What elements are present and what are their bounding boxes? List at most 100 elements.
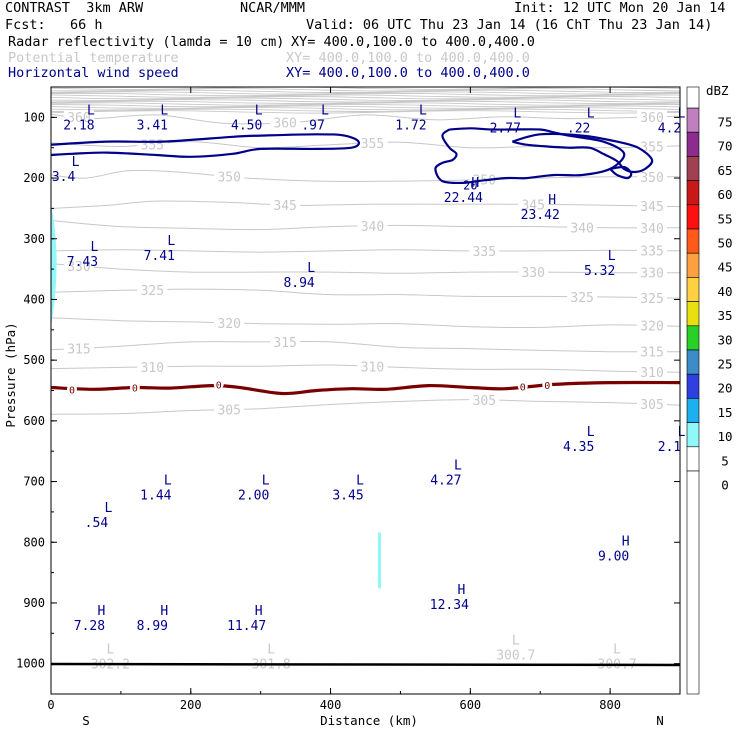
theta-label: 340 xyxy=(570,221,593,236)
colorbar-bottom-cap xyxy=(686,470,700,695)
wind-extremum-marker: L xyxy=(255,103,263,118)
theta-extremum-value: 300.7 xyxy=(496,649,535,664)
theta-contour-320 xyxy=(51,317,680,329)
wind-extremum-value: 23.42 xyxy=(521,208,560,223)
wind-extremum-value: .22 xyxy=(567,121,590,136)
theta-label-bg xyxy=(357,359,388,373)
wind-contour-label: 20 xyxy=(463,178,477,192)
field-wind-name: Horizontal wind speed xyxy=(8,65,179,81)
theta-contour-350 xyxy=(51,169,680,182)
wind-speed-contour xyxy=(434,127,626,185)
theta-label-bg xyxy=(637,199,668,213)
theta-label-bg xyxy=(63,258,94,272)
colorbar-label: 0 xyxy=(721,478,729,493)
y-tick-label: 800 xyxy=(23,535,45,549)
x-tick-label: 400 xyxy=(320,698,342,712)
theta-label-bg xyxy=(637,364,668,378)
theta-label-bg xyxy=(637,397,668,411)
theta-contour-315 xyxy=(51,341,680,353)
freezing-label: 0 xyxy=(132,383,138,394)
theta-label: 305 xyxy=(640,398,663,413)
wind-extremum-value: 5.32 xyxy=(584,264,615,279)
theta-label: 305 xyxy=(473,394,496,409)
colorbar-label: 20 xyxy=(717,381,732,396)
wind-extremum-value: 8.99 xyxy=(137,619,168,634)
wind-extremum-marker: L xyxy=(678,106,686,121)
y-tick-label: 400 xyxy=(23,292,45,306)
wind-extremum-value: 4.35 xyxy=(563,440,594,455)
theta-label: 355 xyxy=(141,138,164,153)
wind-extremum-marker: H xyxy=(160,604,168,619)
upper-theta-line xyxy=(51,107,680,111)
theta-label-bg xyxy=(63,341,94,355)
colorbar-label: 35 xyxy=(717,308,732,323)
colorbar-label: 5 xyxy=(721,453,729,468)
wind-extremum-marker: L xyxy=(454,458,462,473)
valid-time: Valid: 06 UTC Thu 23 Jan 14 (16 ChT Thu … xyxy=(306,17,713,33)
theta-label-bg xyxy=(270,334,301,348)
wind-extremum-marker: H xyxy=(255,604,263,619)
theta-label: 335 xyxy=(640,245,663,260)
colorbar-top-cap xyxy=(686,86,700,109)
x-axis-label: Distance (km) xyxy=(320,713,418,728)
theta-contour-335 xyxy=(51,249,680,253)
theta-label-bg xyxy=(637,169,668,183)
freezing-label-bg xyxy=(66,384,77,395)
wind-extremum-marker: L xyxy=(105,501,113,516)
theta-label-bg xyxy=(137,359,168,373)
wind-extremum-marker: L xyxy=(307,261,315,276)
theta-label-bg xyxy=(637,109,668,123)
upper-theta-line xyxy=(51,102,680,106)
freezing-line xyxy=(51,380,680,396)
theta-contour-345 xyxy=(51,200,680,209)
upper-theta-line xyxy=(51,89,680,93)
theta-label: 355 xyxy=(640,141,663,156)
upper-theta-line xyxy=(51,96,680,100)
theta-label: 345 xyxy=(273,199,296,214)
theta-contour-305 xyxy=(51,399,680,415)
wind-jet-contours: 20 xyxy=(51,127,654,192)
colorbar-label: 75 xyxy=(717,115,732,130)
freezing-label-bg xyxy=(129,382,140,393)
theta-label: 320 xyxy=(640,320,663,335)
wind-extremum-marker: L xyxy=(91,240,99,255)
theta-label: 350 xyxy=(217,171,240,186)
colorbar-label: 60 xyxy=(717,187,732,202)
upper-theta-line xyxy=(51,88,680,92)
reflectivity-cell xyxy=(377,532,381,589)
wind-extremum-marker: L xyxy=(321,103,329,118)
upper-theta-line xyxy=(51,91,680,95)
colorbar-label: 55 xyxy=(717,211,732,226)
theta-label: 360 xyxy=(640,111,663,126)
theta-label: 305 xyxy=(217,404,240,419)
theta-label: 315 xyxy=(67,342,90,357)
colorbar-swatch xyxy=(686,349,700,375)
theta-label: 325 xyxy=(141,284,164,299)
colorbar-label: 25 xyxy=(717,357,732,372)
x-tick-label: 0 xyxy=(47,698,54,712)
theta-label: 350 xyxy=(640,171,663,186)
colorbar-swatch xyxy=(686,301,700,327)
theta-label: 340 xyxy=(361,220,384,235)
theta-label-bg xyxy=(270,115,301,129)
wind-extremum-value: 22.44 xyxy=(444,191,483,206)
theta-label-bg xyxy=(357,218,388,232)
wind-extremum-value: 2.77 xyxy=(490,121,521,136)
wind-extremum-value: 3.4 xyxy=(52,170,76,185)
upper-theta-band xyxy=(51,87,680,114)
theta-label-bg xyxy=(270,197,301,211)
colorbar-swatch xyxy=(686,204,700,230)
wind-extremum-value: 7.28 xyxy=(74,619,105,634)
wind-extremum-marker: L xyxy=(160,103,168,118)
theta-label: 325 xyxy=(640,292,663,307)
freezing-label: 0 xyxy=(216,380,222,391)
colorbar-label: 30 xyxy=(717,332,732,347)
wind-extremum-marker: L xyxy=(678,425,686,440)
colorbar-label: 70 xyxy=(717,139,732,154)
colorbar-swatch xyxy=(686,131,700,157)
wind-extremum-value: 7.41 xyxy=(144,249,175,264)
theta-contour-330 xyxy=(51,263,680,274)
wind-extremum-value: 8.94 xyxy=(283,276,314,291)
